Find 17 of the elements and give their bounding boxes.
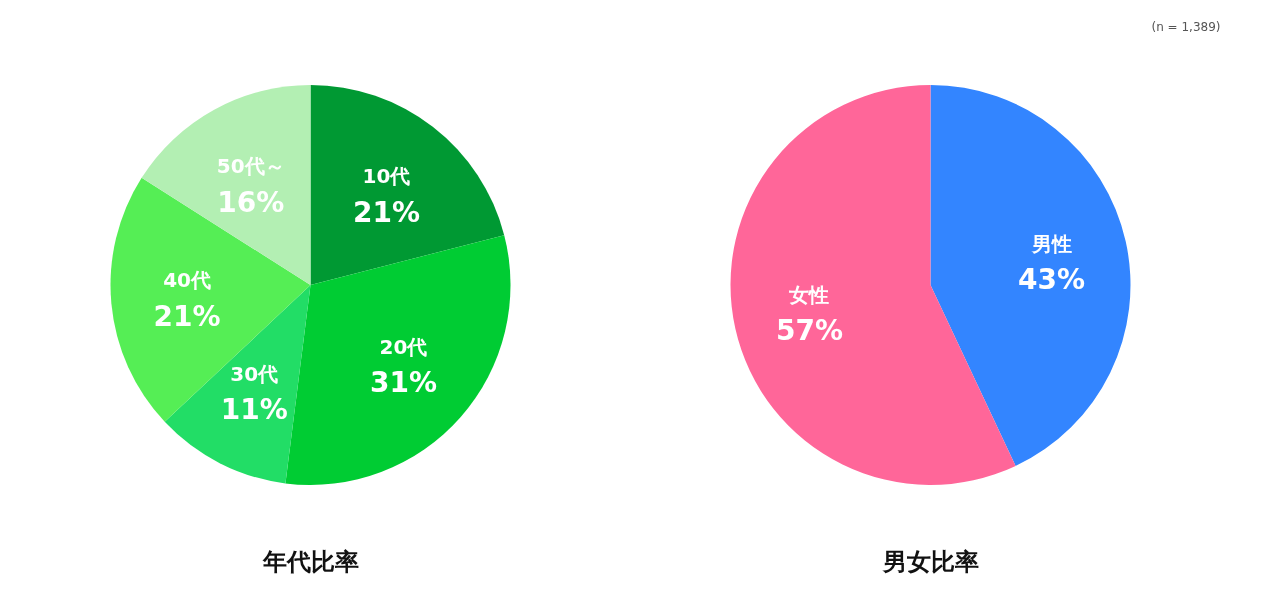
- data-label: 57%: [775, 314, 844, 348]
- data-label: 43%: [1018, 263, 1086, 297]
- slice-label: 女性: [788, 282, 830, 307]
- slice-label: 30代: [230, 361, 279, 386]
- slice-label: 40代: [163, 268, 211, 293]
- data-label: 21%: [153, 299, 221, 333]
- slice-label: 20代: [379, 334, 428, 359]
- data-label: 21%: [352, 196, 421, 230]
- text: 年代比率: [261, 547, 359, 576]
- data-label: 11%: [220, 393, 288, 427]
- slice-label: 男性: [1030, 231, 1072, 256]
- slice-label: 10代: [362, 164, 411, 189]
- text: 男女比率: [881, 547, 979, 576]
- data-label: 16%: [217, 185, 285, 219]
- data-label: 31%: [370, 366, 438, 400]
- slice-label: 50代～: [216, 154, 285, 179]
- text: (n = 1,389): [1151, 19, 1221, 34]
